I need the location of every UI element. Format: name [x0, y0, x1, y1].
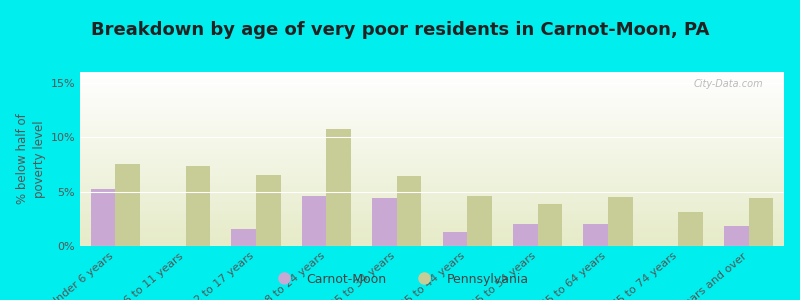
Bar [186, 166, 210, 246]
Y-axis label: % below half of
poverty level: % below half of poverty level [16, 114, 46, 204]
Text: Breakdown by age of very poor residents in Carnot-Moon, PA: Breakdown by age of very poor residents … [91, 21, 709, 39]
Bar [608, 197, 633, 246]
Bar [90, 190, 115, 246]
Bar [583, 224, 608, 246]
Bar [749, 198, 774, 246]
Bar [724, 226, 749, 246]
Legend: Carnot-Moon, Pennsylvania: Carnot-Moon, Pennsylvania [266, 268, 534, 291]
Bar [326, 128, 351, 246]
Bar [513, 224, 538, 246]
Bar [302, 196, 326, 246]
Bar [397, 176, 422, 246]
Bar [467, 196, 492, 246]
Bar [231, 229, 256, 246]
Bar [442, 232, 467, 246]
Bar [678, 212, 703, 246]
Bar [115, 164, 140, 246]
Text: City-Data.com: City-Data.com [694, 79, 763, 89]
Bar [256, 175, 281, 246]
Bar [372, 198, 397, 246]
Bar [538, 204, 562, 246]
